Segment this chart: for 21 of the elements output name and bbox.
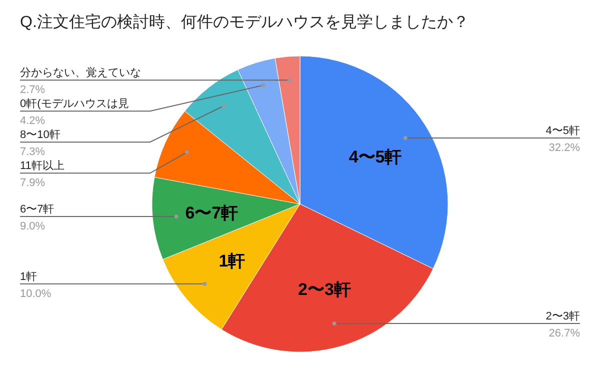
slice-label: 4〜5軒 <box>546 125 580 138</box>
slice-label: 6〜7軒 <box>20 203 54 216</box>
slice-label: 2〜3軒 <box>298 280 351 299</box>
slice-label: 6〜7軒 <box>185 203 238 222</box>
data-label: 9.0% <box>20 220 46 232</box>
slice-label: 2〜3軒 <box>546 310 580 322</box>
slice-label: 11軒以上 <box>20 159 64 172</box>
chart-title: Q.注文住宅の検討時、何件のモデルハウスを見学しましたか？ <box>20 13 469 31</box>
slice-label: 4〜5軒 <box>348 147 402 166</box>
data-label: 7.3% <box>20 146 46 158</box>
data-label: 10.0% <box>20 288 52 300</box>
slice-label: 分からない、覚えていな <box>20 66 141 80</box>
data-label: 32.2% <box>548 142 580 154</box>
data-label: 7.9% <box>20 177 46 190</box>
data-label: 26.7% <box>548 327 580 340</box>
slice-label: 8〜10軒 <box>20 129 60 142</box>
slice-label: 1軒 <box>20 270 38 283</box>
data-label: 2.7% <box>20 84 46 96</box>
data-label: 4.2% <box>20 115 46 128</box>
slice-label: 1軒 <box>218 252 246 271</box>
slice-label: 0軒(モデルハウスは見 <box>20 98 129 110</box>
